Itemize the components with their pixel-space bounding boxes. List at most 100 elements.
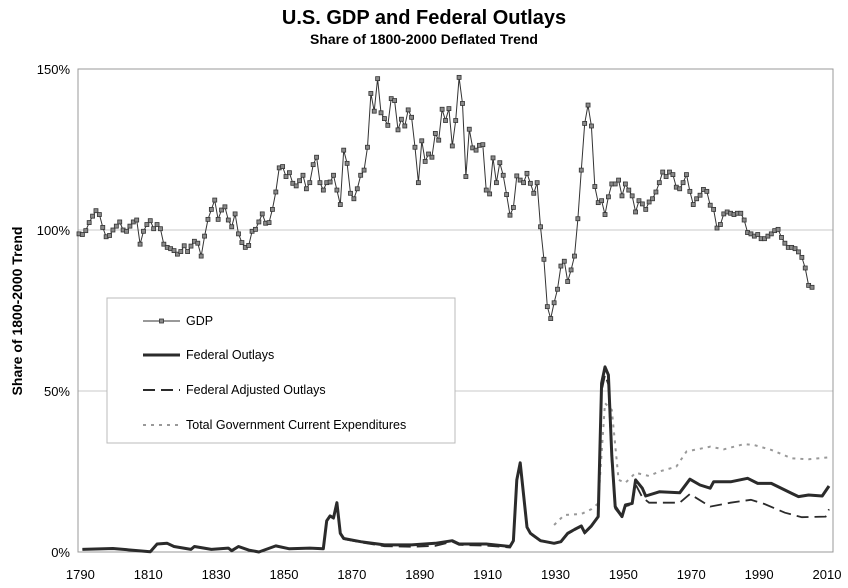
gdp-marker <box>348 190 353 196</box>
gdp-marker <box>680 180 686 186</box>
x-tick-label: 1950 <box>609 567 638 582</box>
gdp-marker <box>449 143 455 149</box>
gdp-marker <box>779 235 784 240</box>
gdp-marker <box>684 172 689 178</box>
gdp-marker <box>531 190 537 196</box>
gdp-marker <box>809 284 815 290</box>
gdp-marker <box>453 118 459 123</box>
gdp-marker <box>456 74 462 80</box>
gdp-marker <box>626 187 632 193</box>
gdp-marker <box>405 107 411 113</box>
gdp-marker <box>147 218 153 224</box>
gdp-marker <box>402 123 408 129</box>
gdp-marker <box>782 240 788 246</box>
gdp-marker <box>385 122 391 128</box>
gdp-marker <box>110 227 116 233</box>
gdp-marker <box>667 169 672 175</box>
gdp-marker <box>368 91 374 96</box>
gdp-marker <box>548 316 554 321</box>
gdp-marker <box>270 206 275 212</box>
gdp-marker <box>107 233 112 238</box>
gdp-marker <box>361 167 367 173</box>
gdp-marker <box>578 167 584 173</box>
gdp-marker <box>656 180 662 186</box>
x-tick-label: 1930 <box>541 567 570 582</box>
gdp-marker <box>707 202 713 208</box>
total-government-expenditures-line <box>553 400 830 526</box>
gdp-marker <box>382 116 387 121</box>
gdp-marker <box>575 216 581 222</box>
gdp-marker <box>151 226 157 232</box>
gdp-marker <box>212 197 218 203</box>
y-tick-label: 50% <box>44 384 70 399</box>
gdp-marker <box>704 188 710 194</box>
gdp-marker <box>599 198 605 204</box>
gdp-marker <box>775 226 781 232</box>
x-tick-label: 1990 <box>745 567 774 582</box>
gdp-marker <box>527 180 533 186</box>
gdp-marker <box>524 170 530 176</box>
legend-marker-gdp <box>159 318 164 324</box>
y-tick-labels: 0% 50% 100% 150% <box>37 62 71 560</box>
gdp-marker <box>436 137 442 143</box>
gdp-marker <box>497 160 503 166</box>
gdp-marker <box>365 144 370 150</box>
gdp-marker <box>341 147 347 153</box>
gdp-marker <box>432 130 438 136</box>
gdp-marker <box>415 180 421 186</box>
gdp-marker <box>422 159 428 164</box>
gdp-marker <box>371 108 377 114</box>
gdp-marker <box>653 189 659 195</box>
gdp-marker <box>198 253 204 259</box>
gdp-marker <box>639 201 645 207</box>
gdp-marker <box>541 256 547 262</box>
chart-subtitle: Share of 1800-2000 Deflated Trend <box>310 31 538 47</box>
gdp-marker <box>246 243 252 248</box>
gdp-marker <box>582 121 588 126</box>
gdp-marker <box>483 187 489 193</box>
gdp-marker <box>307 180 313 186</box>
gdp-marker <box>466 126 472 132</box>
gdp-marker <box>86 220 92 225</box>
gdp-marker <box>124 228 129 234</box>
gdp-marker <box>650 196 655 202</box>
gdp-marker <box>463 174 469 179</box>
gdp-marker <box>551 300 557 306</box>
gdp-marker <box>755 232 761 237</box>
gdp-marker <box>273 189 279 195</box>
gdp-marker <box>83 228 89 234</box>
gdp-marker <box>507 212 513 218</box>
gdp-marker <box>419 138 425 144</box>
gdp-marker <box>633 209 638 215</box>
gdp-marker <box>266 220 272 225</box>
gdp-marker <box>426 151 431 157</box>
gdp-marker <box>229 224 235 230</box>
gdp-marker <box>310 162 316 168</box>
gdp-marker <box>585 102 591 108</box>
gdp-marker <box>300 172 306 178</box>
gdp-marker <box>796 249 801 255</box>
legend-label-gdp: GDP <box>186 314 213 328</box>
gdp-marker <box>202 233 207 239</box>
gdp-marker <box>171 248 177 254</box>
gdp-marker <box>236 231 241 237</box>
gdp-marker <box>677 186 683 192</box>
gdp-marker <box>480 142 486 148</box>
gdp-marker <box>694 196 700 202</box>
gdp-marker <box>446 106 452 112</box>
gdp-marker <box>175 251 180 257</box>
series-group <box>76 74 831 554</box>
gdp-marker <box>473 147 479 153</box>
gdp-marker <box>320 187 326 193</box>
gdp-marker <box>646 199 652 205</box>
gdp-marker <box>636 198 642 204</box>
gdp-marker <box>429 154 435 160</box>
gdp-marker <box>504 192 510 197</box>
gdp-marker <box>714 225 720 231</box>
gdp-marker <box>219 207 224 213</box>
gdp-marker <box>134 217 140 223</box>
gdp-marker <box>521 180 526 186</box>
gdp-marker <box>561 258 567 264</box>
gdp-marker <box>327 179 333 185</box>
gdp-marker <box>154 222 160 227</box>
